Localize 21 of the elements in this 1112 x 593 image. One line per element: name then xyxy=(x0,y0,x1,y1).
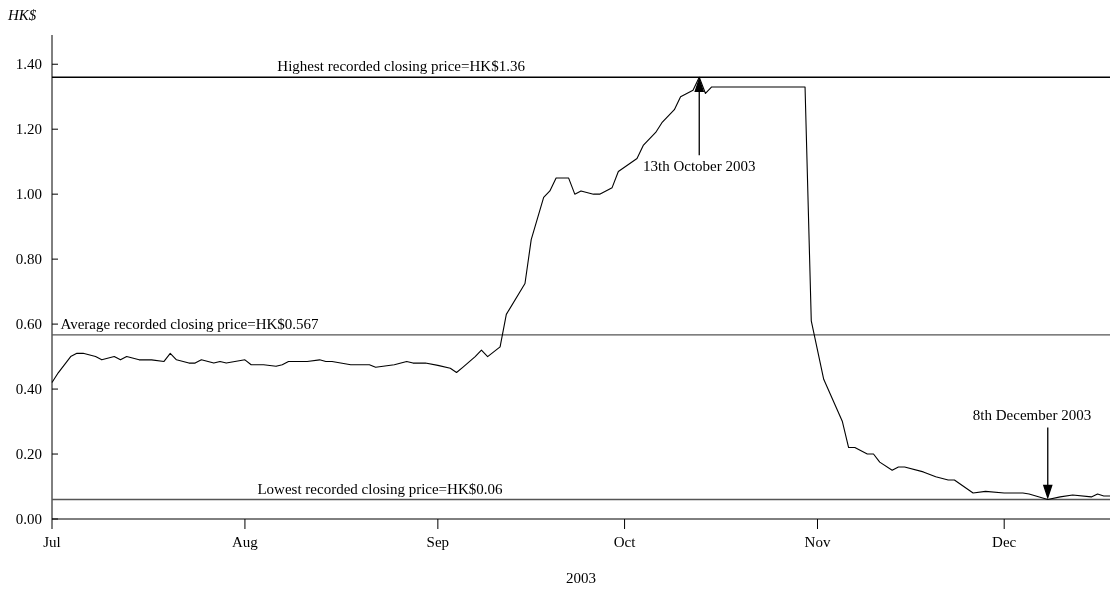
y-tick-label: 1.00 xyxy=(15,186,42,203)
x-tick-label: Dec xyxy=(992,534,1017,550)
y-tick-label: 0.60 xyxy=(15,316,42,333)
x-tick-label: Aug xyxy=(232,534,259,550)
x-tick-label: Sep xyxy=(426,534,450,550)
y-tick-label: 0.20 xyxy=(15,446,42,463)
x-tick-label: Jul xyxy=(43,534,61,550)
y-tick-label: 1.40 xyxy=(15,56,42,73)
ref-line-label: Highest recorded closing price=HK$1.36 xyxy=(277,58,526,75)
y-tick-label: 0.40 xyxy=(15,381,42,398)
y-tick-label: 1.20 xyxy=(15,121,42,138)
x-tick-label: Oct xyxy=(613,534,637,550)
x-tick-label: Nov xyxy=(804,534,831,550)
annotation: 13th October 2003 xyxy=(643,158,756,175)
ref-line-label: Lowest recorded closing price=HK$0.06 xyxy=(257,480,503,497)
y-tick-label: 0.00 xyxy=(15,511,42,528)
x-axis-title: 2003 xyxy=(566,570,596,586)
ref-line-label: Average recorded closing price=HK$0.567 xyxy=(60,315,320,332)
y-tick-label: 0.80 xyxy=(15,251,42,268)
annotation: 8th December 2003 xyxy=(972,406,1092,423)
y-axis-title: HK$ xyxy=(7,7,37,23)
